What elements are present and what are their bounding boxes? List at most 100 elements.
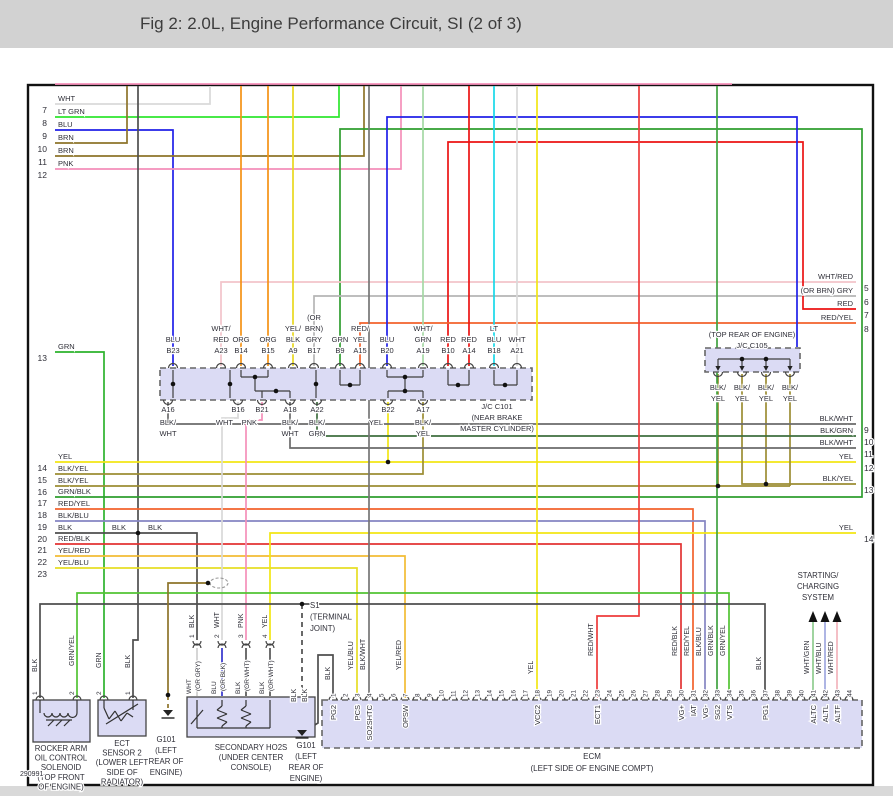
- wire-color-label: YEL/BLU: [58, 558, 89, 567]
- junction-dot: [227, 381, 233, 387]
- secondary-ho2s-label: (UNDER CENTER: [219, 753, 284, 762]
- ecm-pin-number: 19: [547, 689, 554, 697]
- c105-pin-color: YEL: [759, 394, 773, 403]
- ecm-pin-arc: [436, 695, 446, 701]
- ecm-pin-arc: [340, 695, 350, 701]
- c101-pin-id: A22: [310, 405, 323, 414]
- pin-arc: [760, 371, 772, 378]
- c101-pin-id: B16: [231, 405, 244, 414]
- charging-system-label: SYSTEM: [802, 593, 834, 602]
- wire-color-label: BLK/YEL: [823, 474, 853, 483]
- ecm-pin-arc: [820, 695, 830, 701]
- c101-pin-id: B10: [441, 346, 454, 355]
- row-number: 19: [38, 522, 48, 532]
- wire-color-label: YEL/RED: [396, 640, 403, 670]
- wire-color-label: PNK: [238, 613, 245, 628]
- pin-arc: [72, 695, 82, 701]
- wire-row23-pcs: [55, 567, 358, 698]
- c101-pin-color: RED: [461, 335, 477, 344]
- c101-pin-color: BLU: [487, 335, 502, 344]
- wire-color-label: 2: [69, 691, 76, 695]
- pin-arc: [442, 362, 454, 369]
- ground-icon: [297, 730, 307, 736]
- ecm-pin-label: VG-: [701, 705, 710, 719]
- wire-color-label: WHT: [58, 94, 75, 103]
- footer-code: 290991: [20, 771, 43, 778]
- c101-pin-id: B21: [255, 405, 268, 414]
- row-number: 7: [864, 310, 869, 320]
- component-symbol: [221, 721, 228, 727]
- component-symbol: [240, 705, 247, 711]
- component-symbol: [103, 707, 110, 720]
- row-number: 21: [38, 545, 48, 555]
- ecm-pin-label: ECT1: [593, 705, 602, 724]
- secondary-ho2s-box: [186, 696, 316, 738]
- ecm-pin-number: 28: [655, 689, 662, 697]
- row-number: 11: [38, 157, 47, 167]
- wire-color-label: RED/YEL: [821, 313, 853, 322]
- c101-pin-color: WHT: [216, 418, 233, 427]
- pin-arc: [192, 643, 202, 649]
- wire-s1-pg1-blk: [39, 603, 766, 698]
- solenoid-coil: [43, 712, 78, 719]
- junction-dot: [455, 382, 461, 388]
- ecm-pin-arc: [472, 695, 482, 701]
- c101-pin-color: BLK/: [160, 418, 177, 427]
- ecm-pin-number: 4: [367, 693, 374, 697]
- pin-arc: [784, 371, 796, 378]
- wire-color-label: BLK: [32, 658, 39, 672]
- g101-right-label: G101: [296, 741, 315, 750]
- pin-arc: [712, 371, 724, 378]
- diagram-border: [26, 83, 875, 787]
- s1-label: S1: [310, 601, 320, 610]
- ecm-pin-arc: [808, 695, 818, 701]
- c101-pin-color: BLK: [286, 335, 300, 344]
- secondary-ho2s-label: SECONDARY HO2S: [215, 743, 288, 752]
- c101-pin-id: B14: [234, 346, 247, 355]
- c105-pin-color: YEL: [735, 394, 749, 403]
- ecm-box: [321, 699, 863, 749]
- wire-b17-row6: [313, 295, 856, 366]
- ecm-pin-number: 9: [427, 693, 434, 697]
- wire-color-label: 2: [214, 634, 221, 638]
- wire-color-label: BLU: [58, 120, 73, 129]
- pin-arc: [511, 362, 523, 369]
- c101-pin-color: WHT: [159, 429, 176, 438]
- wire-color-label: BLK: [756, 656, 763, 670]
- pin-arc: [265, 640, 275, 646]
- junction-dot: [299, 601, 305, 607]
- ecm-pin-label: ALTL: [821, 705, 830, 722]
- pin-arc: [417, 399, 429, 406]
- ecm-pin-number: 2: [343, 693, 350, 697]
- c105-label: J/C C105: [736, 341, 767, 350]
- wire-b16-ho2s2: [221, 402, 239, 640]
- ecm-pin-number: 34: [727, 689, 734, 697]
- s1-label: (TERMINAL: [310, 613, 353, 622]
- c101-pin-id: B23: [166, 346, 179, 355]
- c101-pin-id: A21: [510, 346, 523, 355]
- ecm-pin-number: 22: [583, 689, 590, 697]
- ecm-label: (LEFT SIDE OF ENGINE COMPT): [531, 764, 654, 773]
- arrow-down-icon: [763, 366, 769, 371]
- component-symbol: [245, 721, 252, 727]
- pin-arc: [334, 362, 346, 369]
- component-symbol: [240, 713, 252, 719]
- wire-row9-blu-b23: [55, 129, 174, 366]
- pin-arc: [167, 362, 179, 369]
- ecm-pin-arc: [712, 695, 722, 701]
- c101-pin-color: WHT/: [413, 324, 433, 333]
- ecm-pin-number: 36: [751, 689, 758, 697]
- wire-color-label: BLK: [291, 688, 298, 702]
- wire-color-label: WHT: [214, 611, 221, 628]
- ecm-pin-arc: [544, 695, 554, 701]
- row-number: 8: [42, 118, 47, 128]
- ecm-pin-arc: [520, 695, 530, 701]
- ecm-pin-number: 24: [607, 689, 614, 697]
- ect-sensor-2-label: (LOWER LEFT: [96, 758, 149, 767]
- wire-color-label: YEL: [58, 452, 72, 461]
- component-symbol: [216, 717, 228, 723]
- wire-color-label: (OR GRY): [195, 661, 202, 691]
- wire-color-label: BLK: [189, 614, 196, 628]
- wire-color-label: BLK/WHT: [360, 638, 367, 670]
